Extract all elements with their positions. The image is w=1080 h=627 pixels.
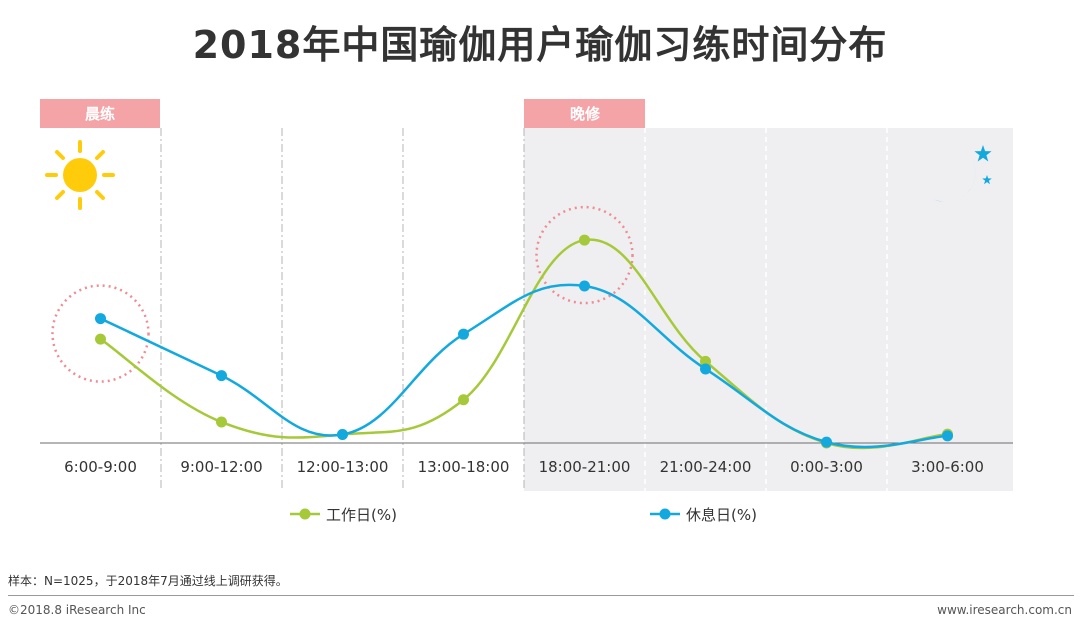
highlight-circles: [51, 205, 634, 383]
data-point: [579, 280, 590, 292]
data-point: [458, 328, 469, 340]
x-tick-label: 13:00-18:00: [418, 458, 510, 476]
evening-shade: [524, 128, 1013, 491]
x-tick-label: 18:00-21:00: [539, 458, 631, 476]
moon-stars-icon: [927, 145, 992, 202]
legend-label: 工作日(%): [326, 506, 397, 524]
sun-icon: [45, 140, 115, 210]
legend-marker: [659, 508, 671, 520]
data-point: [95, 313, 106, 325]
x-tick-label: 0:00-3:00: [790, 458, 863, 476]
legend: 工作日(%) 休息日(%): [290, 506, 757, 524]
website-link[interactable]: www.iresearch.com.cn: [937, 603, 1072, 617]
data-point: [216, 370, 227, 382]
evening-band-label: 晚修: [570, 105, 601, 123]
data-point: [579, 234, 590, 246]
data-point: [942, 430, 953, 442]
x-tick-label: 3:00-6:00: [911, 458, 984, 476]
footer-divider: [8, 595, 1074, 596]
data-point: [337, 429, 348, 441]
x-tick-label: 9:00-12:00: [180, 458, 262, 476]
morning-band-label: 晨练: [85, 105, 115, 123]
copyright-text: ©2018.8 iResearch Inc: [8, 603, 146, 617]
x-tick-label: 21:00-24:00: [660, 458, 752, 476]
x-axis-tick-labels: 6:00-9:00 9:00-12:00 12:00-13:00 13:00-18:0…: [64, 458, 984, 476]
evening-band: [524, 99, 645, 128]
data-point: [95, 333, 106, 345]
data-point: [458, 394, 469, 406]
legend-marker: [299, 508, 311, 520]
data-point: [821, 436, 832, 448]
highlight-circle: [535, 205, 634, 305]
x-tick-label: 12:00-13:00: [297, 458, 389, 476]
page-title: 2018年中国瑜伽用户瑜伽习练时间分布: [192, 23, 888, 67]
line-chart: 晨练 晚修 6:00-9:00 9:00-12:00 12:00-13:00 13:0…: [40, 99, 1013, 524]
sample-note: 样本：N=1025，于2018年7月通过线上调研获得。: [8, 574, 288, 588]
morning-band: [40, 99, 160, 128]
highlight-circle: [51, 284, 150, 383]
data-point: [700, 355, 711, 367]
legend-label: 休息日(%): [686, 506, 757, 524]
data-point: [700, 363, 711, 375]
series-line-2: [99, 283, 948, 449]
series-layer: [95, 234, 953, 450]
data-point: [216, 416, 227, 428]
x-tick-label: 6:00-9:00: [64, 458, 137, 476]
